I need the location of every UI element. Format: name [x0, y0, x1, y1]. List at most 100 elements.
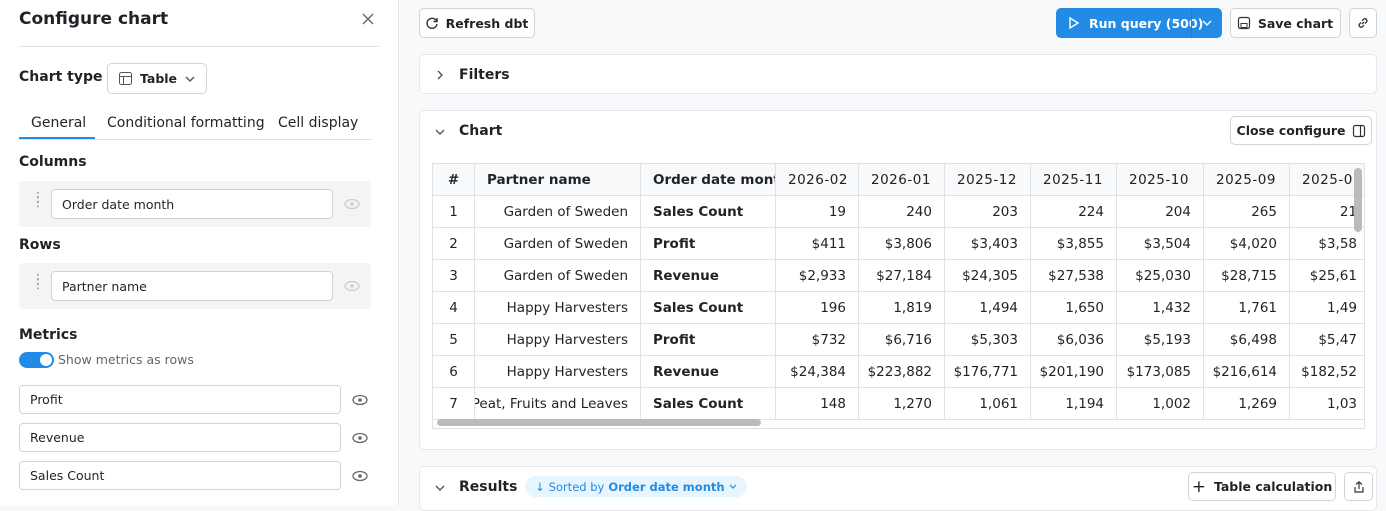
table-cell: 1,270 — [859, 388, 945, 420]
table-cell: $3,855 — [1031, 228, 1117, 260]
metric-field[interactable]: Sales Count — [19, 461, 341, 490]
row-field[interactable]: Partner name — [51, 271, 333, 301]
chevron[interactable] — [435, 129, 445, 135]
eye-icon[interactable] — [352, 392, 368, 408]
table-cell: 1,269 — [1204, 388, 1290, 420]
chart-type-select[interactable]: Table — [107, 63, 207, 94]
table-cell: $25,61 — [1290, 260, 1364, 292]
table-cell: 1,061 — [945, 388, 1031, 420]
link-button[interactable] — [1349, 8, 1377, 38]
table-cell: Peat, Fruits and Leaves — [475, 388, 641, 420]
sidebar: Configure chart Chart type Table General… — [0, 0, 399, 505]
table-cell: 1,819 — [859, 292, 945, 324]
table-cell: Garden of Sweden — [475, 260, 641, 292]
drag-handle[interactable]: ⋮ ⋮ — [31, 190, 45, 210]
chart-type-value: Table — [139, 71, 178, 86]
chevron — [437, 70, 443, 80]
vertical-scrollbar[interactable] — [1354, 168, 1362, 232]
table-cell: $5,303 — [945, 324, 1031, 356]
table-cell: Revenue — [641, 260, 776, 292]
table-cell: 2 — [433, 228, 475, 260]
table-cell: 1,002 — [1117, 388, 1204, 420]
table-cell: 148 — [776, 388, 859, 420]
table-cell: $6,716 — [859, 324, 945, 356]
table-cell: Profit — [641, 228, 776, 260]
table-cell: $182,52 — [1290, 356, 1364, 388]
tab[interactable]: Conditional formatting — [107, 115, 265, 131]
column-field[interactable]: Order date month — [51, 189, 333, 219]
table-cell: $223,882 — [859, 356, 945, 388]
tabs-line — [19, 139, 371, 140]
eye-icon[interactable] — [352, 468, 368, 484]
table-cell: $24,305 — [945, 260, 1031, 292]
horizontal-scrollbar[interactable] — [437, 419, 761, 426]
sort-badge[interactable]: ↓ Sorted by Order date month — [525, 476, 747, 497]
chevron[interactable] — [435, 485, 445, 491]
table-cell: 265 — [1204, 196, 1290, 228]
header-cell: 2025-10 — [1117, 164, 1204, 196]
table-cell: $25,030 — [1117, 260, 1204, 292]
divider — [19, 46, 379, 47]
table-cell: Sales Count — [641, 388, 776, 420]
table-calculation-button[interactable]: + Table calculation — [1188, 472, 1336, 501]
eye-icon[interactable] — [344, 196, 360, 212]
table-cell: $2,933 — [776, 260, 859, 292]
table-cell: $6,498 — [1204, 324, 1290, 356]
close-icon[interactable] — [362, 13, 374, 25]
table-cell: $216,614 — [1204, 356, 1290, 388]
tab[interactable]: General — [31, 115, 87, 131]
drag-handle[interactable]: ⋮ ⋮ — [31, 272, 45, 292]
tab[interactable]: Cell display — [278, 115, 359, 131]
sidebar-title: Configure chart — [19, 9, 169, 29]
toggle-label: Show metrics as rows — [58, 352, 194, 367]
filters-title: Filters — [459, 67, 510, 83]
table-cell: 6 — [433, 356, 475, 388]
table-cell: $411 — [776, 228, 859, 260]
run-query-button[interactable]: Run query (500) — [1056, 8, 1222, 38]
table-cell: 240 — [859, 196, 945, 228]
export-button[interactable] — [1344, 472, 1373, 501]
table-cell: 203 — [945, 196, 1031, 228]
table-cell: 224 — [1031, 196, 1117, 228]
close-configure-button[interactable]: Close configure — [1230, 116, 1372, 145]
metric-field[interactable]: Revenue — [19, 423, 341, 452]
metric-field[interactable]: Profit — [19, 385, 341, 414]
filters-card[interactable]: Filters — [419, 54, 1377, 94]
table-cell: 21 — [1290, 196, 1364, 228]
toggle[interactable] — [19, 352, 54, 368]
table-cell: 204 — [1117, 196, 1204, 228]
refresh-button[interactable]: Refresh dbt — [419, 8, 535, 38]
chart-title: Chart — [459, 123, 503, 139]
table-cell: $3,806 — [859, 228, 945, 260]
active-tab-indicator — [19, 137, 95, 139]
table-cell: $201,190 — [1031, 356, 1117, 388]
header-cell: 2026-01 — [859, 164, 945, 196]
chevron[interactable] — [1202, 20, 1212, 26]
play-icon — [1069, 16, 1080, 30]
eye-icon[interactable] — [352, 430, 368, 446]
chevron — [729, 484, 736, 489]
chevron — [185, 76, 195, 82]
table-cell: 1,761 — [1204, 292, 1290, 324]
table-cell: 196 — [776, 292, 859, 324]
save-icon — [1237, 16, 1250, 30]
table-cell: $6,036 — [1031, 324, 1117, 356]
table-cell: $176,771 — [945, 356, 1031, 388]
sorted-by: Sorted by — [548, 479, 605, 494]
table-cell: $173,085 — [1117, 356, 1204, 388]
separator — [1191, 8, 1192, 38]
table-cell: 1,650 — [1031, 292, 1117, 324]
refresh-icon — [426, 17, 438, 29]
table-cell: $3,403 — [945, 228, 1031, 260]
table-cell: Garden of Sweden — [475, 228, 641, 260]
table-cell: 19 — [776, 196, 859, 228]
table-cell: Happy Harvesters — [475, 324, 641, 356]
save-button[interactable]: Save chart — [1230, 8, 1341, 38]
table-icon — [118, 72, 132, 85]
data-table: # Partner name Order date month 2026-02 2026… — [432, 163, 1365, 429]
eye-icon[interactable] — [344, 278, 360, 294]
table-cell: $4,020 — [1204, 228, 1290, 260]
header-cell: 2025-11 — [1031, 164, 1117, 196]
rows-label: Rows — [19, 237, 61, 253]
table-cell: $28,715 — [1204, 260, 1290, 292]
